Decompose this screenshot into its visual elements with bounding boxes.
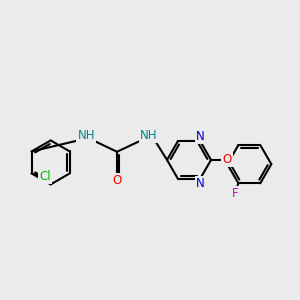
- Text: O: O: [222, 153, 232, 167]
- Text: F: F: [232, 187, 239, 200]
- Text: NH: NH: [140, 129, 157, 142]
- Text: O: O: [112, 174, 122, 187]
- Text: NH: NH: [77, 129, 95, 142]
- Text: Cl: Cl: [39, 170, 51, 183]
- Text: N: N: [196, 177, 205, 190]
- Text: N: N: [196, 130, 205, 143]
